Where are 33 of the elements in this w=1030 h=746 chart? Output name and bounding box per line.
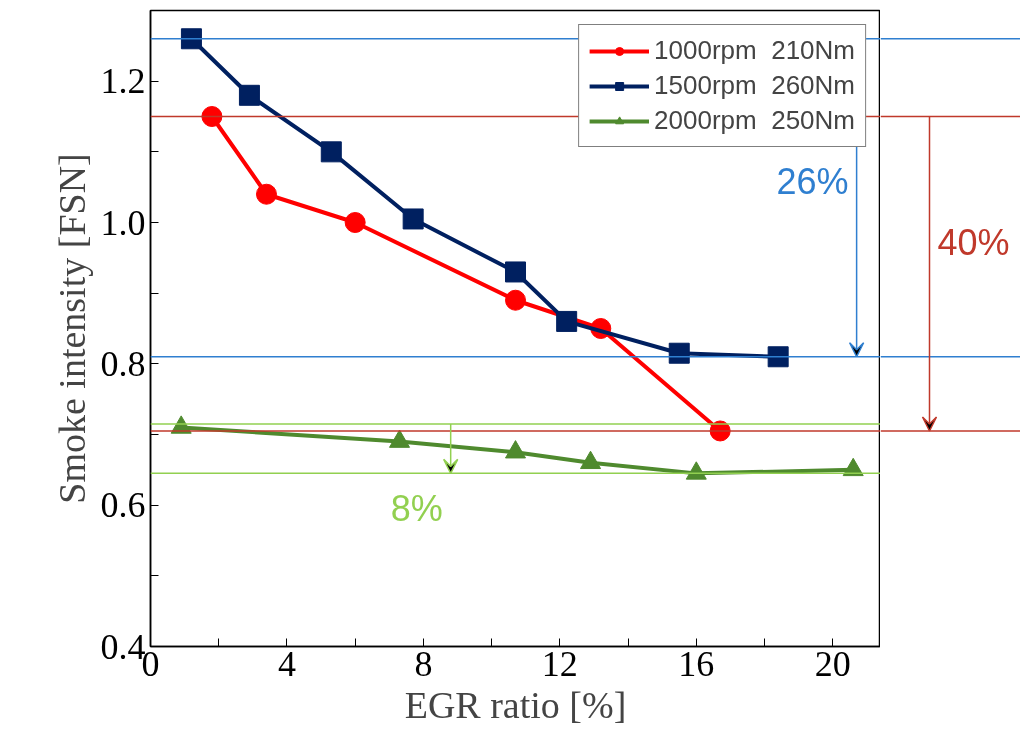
point <box>505 289 526 311</box>
legend-label: 1000rpm 210Nm <box>654 35 855 66</box>
point <box>180 28 202 50</box>
point <box>842 457 864 477</box>
y-tick-label: 0.6 <box>100 485 146 526</box>
y-tick-label: 0.8 <box>100 343 146 384</box>
point <box>668 342 690 364</box>
text: 1.0 <box>100 202 146 243</box>
point <box>389 429 411 448</box>
point <box>580 450 602 470</box>
x-tick-label: 20 <box>814 643 851 684</box>
point <box>320 141 342 163</box>
y-tick-label: 1.2 <box>100 61 146 102</box>
legend-label: 2000rpm 250Nm <box>654 105 855 136</box>
x-axis-title: EGR ratio [%] <box>404 683 627 726</box>
x-tick-label: 16 <box>678 643 715 684</box>
point <box>238 84 260 106</box>
x-tick-label: 4 <box>277 643 296 684</box>
point <box>402 208 424 230</box>
text: 40% <box>937 221 1010 263</box>
point <box>505 261 526 283</box>
annotation: 26% <box>776 161 849 203</box>
annotation: 8% <box>390 487 443 529</box>
point <box>505 440 526 459</box>
point <box>556 310 578 332</box>
y-axis-title: Smoke intensity [FSN] <box>50 153 93 504</box>
point <box>255 183 277 205</box>
point <box>344 212 366 233</box>
x-tick-label: 12 <box>541 643 578 684</box>
x-tick-label: 8 <box>414 643 433 684</box>
point <box>685 461 707 480</box>
point <box>767 346 789 368</box>
legend-label: 1500rpm 260Nm <box>654 70 855 101</box>
